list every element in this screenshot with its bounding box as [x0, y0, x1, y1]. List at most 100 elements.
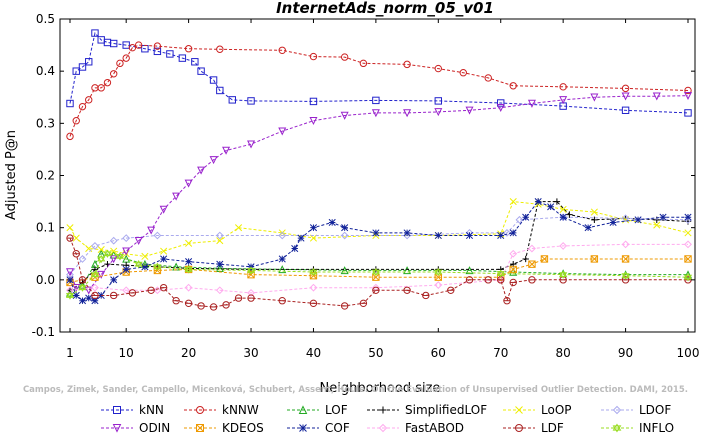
data-point [178, 54, 187, 62]
data-point [66, 224, 74, 232]
data-point [403, 60, 411, 69]
data-point [197, 166, 206, 175]
x-tick-label: 90 [618, 346, 633, 360]
data-point [484, 74, 492, 82]
legend-item-ldf: LDF [503, 421, 564, 434]
data-point [559, 242, 568, 250]
data-point [122, 247, 131, 256]
data-point [97, 246, 105, 254]
data-point [309, 224, 318, 232]
data-point [91, 242, 99, 250]
legend-label: KDEOS [222, 421, 264, 434]
data-point [78, 255, 87, 263]
data-point [683, 91, 693, 101]
data-point [110, 247, 118, 255]
data-point [590, 93, 599, 102]
data-point [509, 265, 517, 274]
plot-frame [59, 18, 696, 333]
data-point [72, 291, 80, 300]
data-point [185, 258, 193, 266]
series-line [69, 32, 689, 114]
data-point [612, 423, 622, 433]
data-point [459, 69, 467, 77]
legend: kNN kNNW LOF SimplifiedLOF LoOP LDOF ODIN KDEOS… [101, 403, 674, 434]
data-point [113, 406, 121, 414]
data-point [559, 205, 567, 213]
data-point [540, 255, 549, 263]
data-point [434, 97, 443, 105]
plot-area [59, 18, 696, 333]
legend-item-kdeos: KDEOS [184, 421, 264, 434]
legend-label: LDF [541, 421, 564, 434]
data-point [309, 117, 318, 126]
data-point [196, 406, 204, 414]
data-point [683, 270, 693, 279]
legend-item-ldof: LDOF [601, 403, 671, 417]
data-point [184, 265, 193, 274]
data-point [134, 237, 143, 246]
y-axis-label: Adjusted P@n [4, 130, 19, 220]
data-point [191, 58, 199, 66]
data-point [112, 424, 122, 433]
data-point [134, 41, 143, 49]
data-point [278, 255, 286, 263]
data-point [209, 156, 218, 165]
data-point [90, 270, 100, 279]
data-point [216, 237, 224, 245]
data-point [215, 286, 224, 295]
series-ldof [66, 213, 692, 279]
legend-label: kNNW [222, 403, 259, 417]
data-point [160, 247, 168, 255]
watermark-text: Campos, Zimek, Sander, Campello, Micenko… [23, 385, 688, 395]
data-point [153, 286, 162, 295]
series-cof [66, 198, 692, 305]
data-point [403, 266, 412, 275]
legend-item-loop: LoOP [503, 403, 572, 417]
data-point [278, 127, 287, 136]
data-point [215, 231, 224, 240]
data-point [309, 97, 318, 106]
data-point [553, 198, 561, 205]
data-point [434, 231, 442, 240]
data-point [128, 43, 137, 52]
data-point [159, 205, 168, 214]
data-point [197, 67, 205, 75]
data-point [216, 86, 224, 95]
data-point [147, 226, 156, 235]
data-point [684, 86, 692, 95]
data-point [216, 260, 224, 268]
data-point [228, 96, 237, 104]
x-tick-label: 50 [368, 346, 383, 360]
series-line [69, 44, 689, 137]
data-point [66, 276, 74, 284]
data-point [559, 83, 567, 91]
data-point [621, 84, 630, 93]
data-point [403, 229, 411, 237]
data-point [465, 266, 474, 275]
data-point [97, 270, 106, 279]
data-point [309, 52, 318, 61]
data-point [371, 109, 380, 118]
data-point [522, 255, 529, 263]
data-point [509, 249, 518, 258]
data-point [72, 234, 80, 242]
legend-label: FastABOD [405, 421, 464, 434]
x-tick-label: 60 [431, 346, 446, 360]
legend-label: INFLO [639, 421, 674, 434]
data-point [378, 423, 388, 433]
y-tick-label: -0.1 [32, 325, 55, 339]
data-point [340, 231, 349, 240]
x-tick-label: 20 [181, 346, 196, 360]
data-point [91, 283, 99, 292]
data-point [115, 252, 125, 261]
data-point [247, 288, 255, 297]
data-point [65, 288, 75, 297]
data-point [78, 297, 87, 305]
data-point [559, 96, 568, 105]
data-point [110, 276, 118, 284]
data-point [291, 244, 299, 253]
data-point [434, 64, 443, 73]
data-point [298, 405, 308, 414]
data-point [309, 267, 318, 277]
y-tick-label: 0.4 [36, 64, 55, 78]
